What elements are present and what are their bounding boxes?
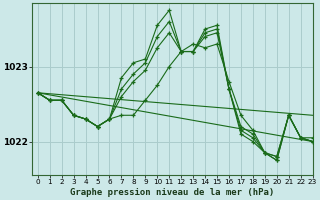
X-axis label: Graphe pression niveau de la mer (hPa): Graphe pression niveau de la mer (hPa)	[70, 188, 274, 197]
